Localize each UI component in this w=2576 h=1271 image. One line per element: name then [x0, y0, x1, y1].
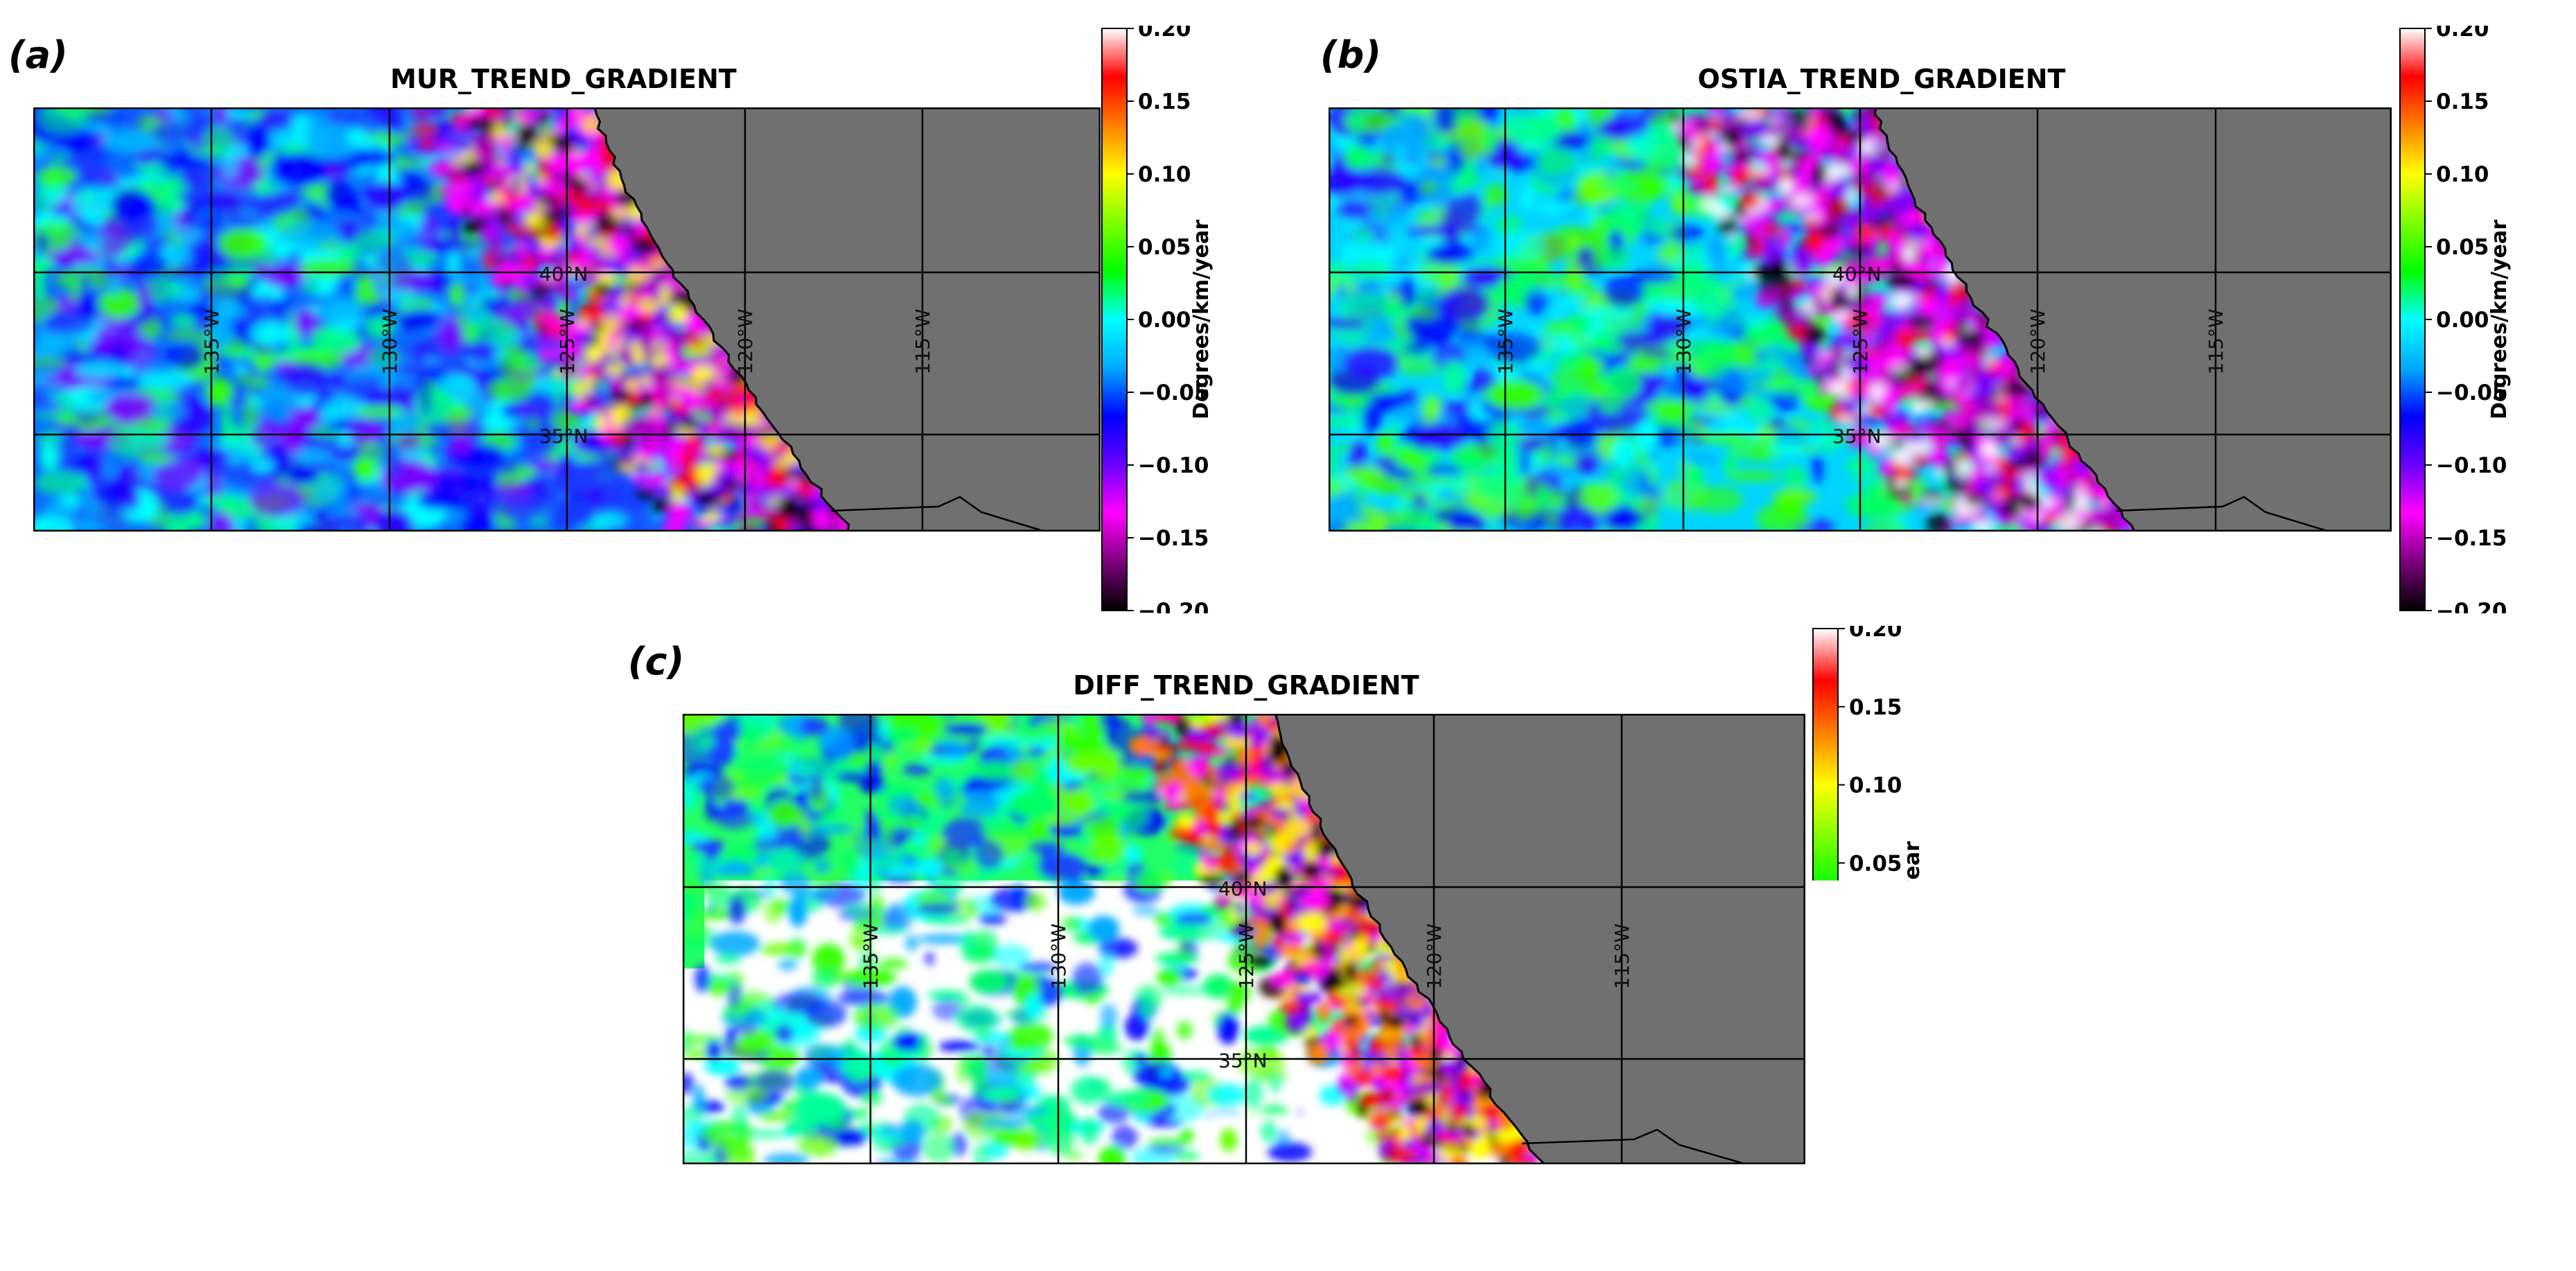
longitude-label: 125°W	[1235, 923, 1258, 989]
colorbar-label: Degrees/km/year	[1900, 841, 1925, 1041]
colorbar-tick-label: −0.10	[1849, 1086, 1920, 1111]
colorbar-tick-label: 0.15	[1138, 89, 1191, 114]
colorbar-b: 0.200.150.100.050.00−0.05−0.10−0.15−0.20…	[2394, 26, 2512, 613]
panel-title: MUR_TREND_GRADIENT	[390, 64, 737, 94]
colorbar-tick-label: 0.10	[2436, 162, 2489, 187]
longitude-label: 135°W	[859, 923, 882, 989]
longitude-label: 135°W	[200, 308, 223, 374]
latitude-label: 40°N	[1218, 877, 1268, 900]
panel-title: OSTIA_TREND_GRADIENT	[1698, 64, 2066, 94]
colorbar-tick-label: −0.10	[1138, 453, 1209, 478]
colorbar-gradient	[2400, 28, 2425, 611]
colorbar-gradient	[1102, 28, 1127, 611]
colorbar-tick-label: 0.00	[2436, 308, 2489, 333]
colorbar-tick-label: 0.05	[1138, 235, 1191, 260]
colorbar-tick-label: 0.10	[1849, 773, 1902, 798]
longitude-label: 135°W	[1494, 308, 1517, 374]
latitude-label: 35°N	[1218, 1049, 1268, 1072]
colorbar-tick-label: 0.10	[1138, 162, 1191, 187]
colorbar-tick-label: −0.15	[1849, 1164, 1920, 1189]
colorbar-a: 0.200.150.100.050.00−0.05−0.10−0.15−0.20…	[1096, 26, 1214, 613]
latitude-label: 35°N	[1832, 425, 1882, 448]
colorbar-tick-label: −0.20	[2436, 599, 2507, 613]
map-c: 135°W 130°W 125°W 120°W 115°W 40°N 35°N	[683, 714, 1805, 1164]
colorbar-tick-label: 0.20	[1849, 626, 1902, 642]
colorbar-label: Degrees/km/year	[1189, 220, 1213, 419]
panel-letter: (c)	[628, 640, 684, 683]
longitude-label: 115°W	[1611, 923, 1633, 989]
colorbar-tick-label: 0.20	[1138, 26, 1191, 42]
colorbar-tick-label: 0.15	[2436, 89, 2489, 114]
colorbar-tick-label: 0.05	[2436, 235, 2489, 260]
longitude-label: 115°W	[911, 308, 934, 374]
colorbar-tick-label: −0.20	[1849, 1242, 1920, 1256]
colorbar-tick-label: 0.20	[2436, 26, 2489, 42]
panel-title: DIFF_TREND_GRADIENT	[1073, 670, 1419, 701]
latitude-label: 40°N	[1832, 263, 1882, 286]
colorbar-tick-label: 0.15	[1849, 695, 1902, 720]
colorbar-tick-label: −0.15	[1138, 526, 1209, 551]
colorbar-tick-label: −0.15	[2436, 526, 2507, 551]
colorbar-gradient	[1813, 629, 1838, 1254]
latitude-label: 40°N	[539, 263, 588, 286]
longitude-label: 130°W	[1047, 923, 1070, 989]
longitude-label: 125°W	[1849, 308, 1872, 374]
longitude-label: 125°W	[556, 308, 579, 374]
latitude-label: 35°N	[539, 425, 588, 448]
colorbar-tick-label: 0.05	[1849, 851, 1902, 876]
longitude-label: 115°W	[2205, 308, 2227, 374]
panel-letter: (b)	[1320, 33, 1381, 77]
colorbar-tick-label: −0.20	[1138, 599, 1209, 613]
longitude-label: 120°W	[1423, 923, 1446, 989]
colorbar-c: 0.200.150.100.050.00−0.05−0.10−0.15−0.20…	[1807, 626, 1925, 1256]
map-a: 135°W 130°W 125°W 120°W 115°W 40°N 35°N	[33, 107, 1101, 532]
colorbar-tick-label: −0.10	[2436, 453, 2507, 478]
longitude-label: 130°W	[1672, 308, 1695, 374]
colorbar-label: Degrees/km/year	[2487, 220, 2512, 419]
longitude-label: 120°W	[734, 308, 757, 374]
panel-letter: (a)	[8, 33, 68, 77]
colorbar-tick-label: 0.00	[1138, 308, 1191, 333]
longitude-label: 130°W	[378, 308, 401, 374]
colorbar-tick-label: 0.00	[1849, 929, 1902, 954]
longitude-label: 120°W	[2026, 308, 2049, 374]
map-b: 135°W 130°W 125°W 120°W 115°W 40°N 35°N	[1329, 107, 2392, 532]
